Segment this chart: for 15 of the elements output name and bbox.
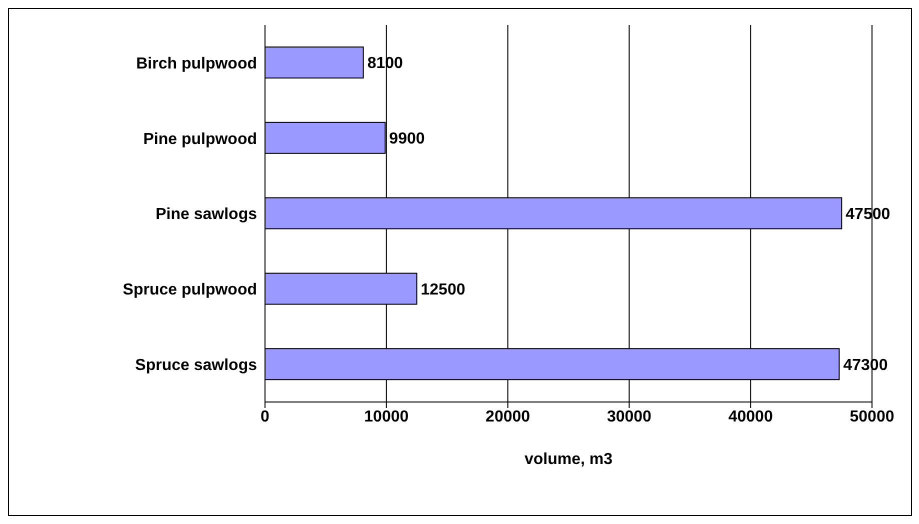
y-tick-label: Pine pulpwood [143, 130, 257, 148]
data-label: 9900 [389, 130, 425, 148]
x-tick-label: 50000 [850, 408, 894, 426]
y-tick-label: Pine sawlogs [156, 206, 258, 224]
x-tick-label: 30000 [606, 408, 652, 426]
x-axis-title: volume, m3 [524, 451, 613, 468]
x-tick-label: 20000 [486, 408, 530, 426]
y-tick-label: Birch pulpwood [136, 55, 257, 72]
x-tick-label: 10000 [364, 408, 409, 426]
x-tick-label: 0 [260, 408, 270, 426]
bar [265, 46, 364, 78]
y-tick-label: Spruce pulpwood [122, 282, 257, 299]
x-tick-label: 40000 [728, 408, 773, 426]
y-tick-label: Spruce sawlogs [135, 356, 258, 374]
data-label: 12500 [420, 281, 466, 298]
